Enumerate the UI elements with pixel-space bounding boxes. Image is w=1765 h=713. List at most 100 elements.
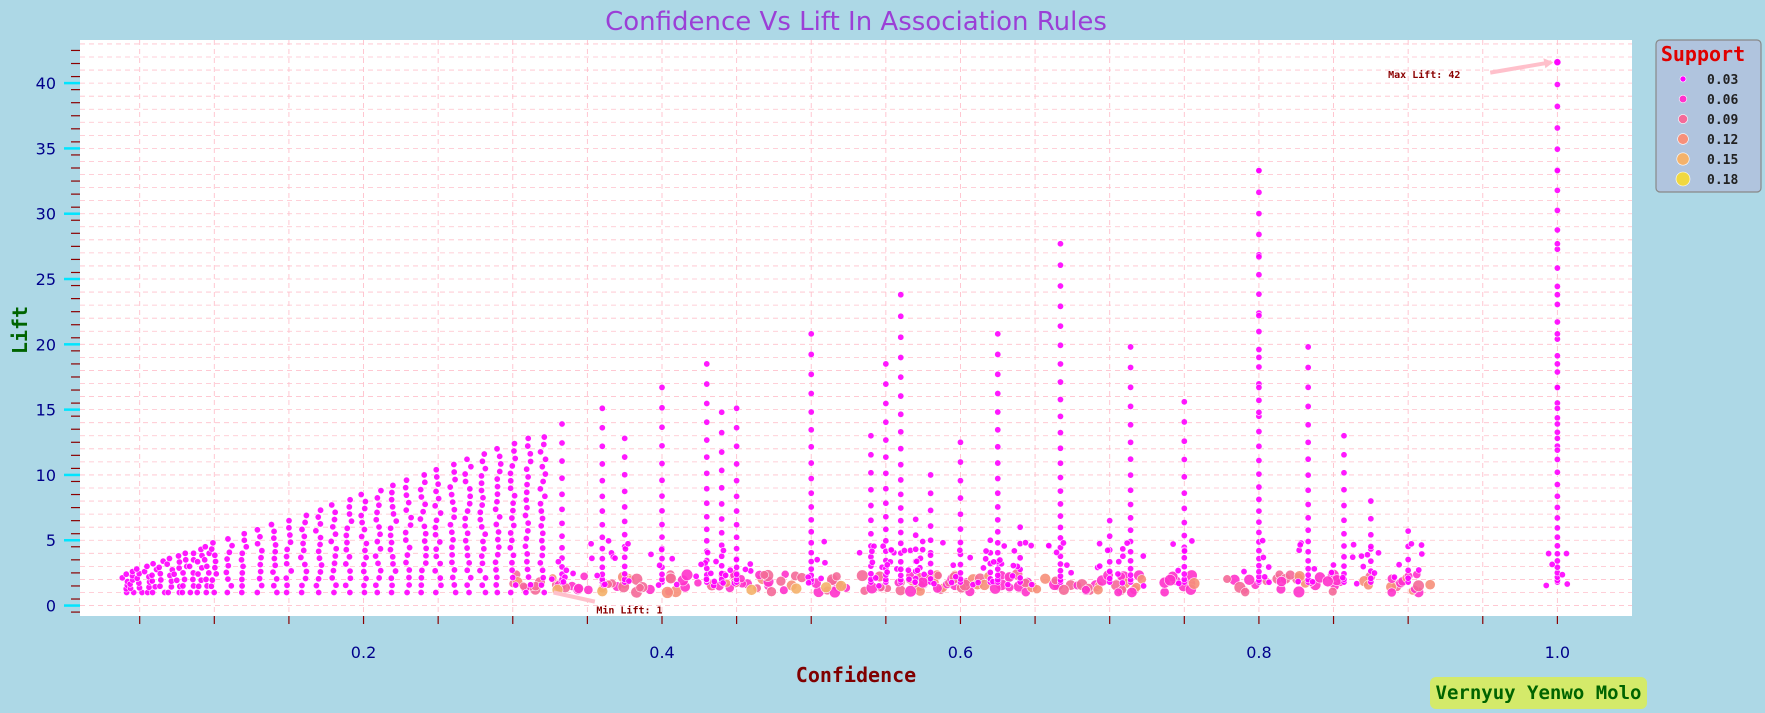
data-point bbox=[539, 574, 547, 582]
data-point bbox=[820, 538, 828, 546]
data-point bbox=[807, 459, 815, 467]
data-point bbox=[361, 547, 369, 555]
data-point bbox=[673, 581, 681, 589]
data-point bbox=[450, 506, 458, 514]
data-point bbox=[658, 555, 666, 563]
data-point bbox=[297, 553, 305, 561]
data-point bbox=[1255, 363, 1263, 371]
data-point bbox=[1553, 481, 1561, 489]
data-point bbox=[1304, 526, 1312, 534]
data-point bbox=[1180, 563, 1188, 571]
data-point bbox=[703, 469, 711, 477]
y-tick-label: 5 bbox=[46, 531, 56, 550]
data-point bbox=[1340, 502, 1348, 510]
data-point bbox=[524, 442, 532, 450]
data-point bbox=[285, 517, 293, 525]
data-point bbox=[956, 458, 964, 466]
data-point bbox=[956, 546, 964, 554]
data-point bbox=[1404, 566, 1412, 574]
data-point bbox=[1304, 500, 1312, 508]
data-point bbox=[598, 545, 606, 553]
data-point bbox=[373, 588, 381, 596]
data-point bbox=[883, 568, 891, 576]
data-point bbox=[927, 506, 935, 514]
data-point bbox=[1329, 561, 1337, 569]
data-point bbox=[377, 567, 385, 575]
data-point bbox=[420, 522, 428, 530]
data-point bbox=[432, 545, 440, 553]
data-point bbox=[541, 470, 549, 478]
legend-marker bbox=[1676, 152, 1690, 166]
data-point bbox=[558, 474, 566, 482]
data-point bbox=[882, 436, 890, 444]
data-point bbox=[421, 478, 429, 486]
data-point bbox=[433, 516, 441, 524]
data-point bbox=[722, 571, 730, 579]
data-point bbox=[1188, 537, 1196, 545]
data-point bbox=[421, 500, 429, 508]
data-point bbox=[759, 570, 769, 580]
data-point bbox=[361, 498, 369, 506]
data-point bbox=[658, 521, 666, 529]
data-point bbox=[718, 408, 726, 416]
data-point bbox=[1180, 547, 1188, 555]
data-point bbox=[509, 499, 517, 507]
data-point bbox=[933, 571, 943, 580]
data-point bbox=[1553, 81, 1561, 89]
data-point bbox=[1304, 538, 1312, 546]
data-point bbox=[522, 535, 530, 543]
data-point bbox=[253, 526, 261, 534]
data-point bbox=[466, 500, 474, 508]
data-point bbox=[449, 498, 457, 506]
data-point bbox=[707, 569, 715, 577]
data-point bbox=[186, 562, 194, 570]
data-point bbox=[807, 503, 815, 511]
data-point bbox=[1180, 554, 1188, 562]
y-tick-label: 40 bbox=[36, 74, 56, 93]
data-point bbox=[927, 489, 935, 497]
data-point bbox=[718, 562, 726, 570]
data-point bbox=[328, 574, 336, 582]
data-point bbox=[1304, 438, 1312, 446]
data-point bbox=[1553, 414, 1561, 422]
data-point bbox=[1259, 537, 1267, 545]
data-point bbox=[733, 545, 741, 553]
data-point bbox=[464, 529, 472, 537]
data-point bbox=[1096, 562, 1104, 570]
data-point bbox=[658, 570, 666, 578]
data-point bbox=[598, 492, 606, 500]
data-point bbox=[1009, 562, 1017, 570]
data-point bbox=[1255, 230, 1263, 238]
data-point bbox=[375, 574, 383, 582]
data-point bbox=[389, 553, 397, 561]
data-point bbox=[1056, 512, 1064, 520]
data-point bbox=[1412, 579, 1425, 592]
data-point bbox=[448, 558, 456, 566]
data-point bbox=[1553, 420, 1561, 428]
data-point bbox=[702, 575, 710, 583]
data-point bbox=[510, 447, 518, 455]
data-point bbox=[1115, 558, 1123, 566]
data-point bbox=[282, 574, 290, 582]
data-point bbox=[658, 460, 666, 468]
data-point bbox=[406, 544, 414, 552]
data-point bbox=[1127, 402, 1135, 410]
data-point bbox=[807, 408, 815, 416]
author-badge: Vernyuy Yenwo Molo bbox=[1430, 677, 1647, 709]
data-point bbox=[718, 515, 726, 523]
data-point bbox=[919, 537, 927, 545]
data-point bbox=[856, 569, 869, 582]
data-point bbox=[387, 524, 395, 532]
data-point bbox=[436, 574, 444, 582]
data-point bbox=[477, 472, 485, 480]
data-point bbox=[887, 546, 895, 554]
data-point bbox=[703, 537, 711, 545]
data-point bbox=[537, 507, 545, 515]
data-point bbox=[1304, 557, 1312, 565]
data-point bbox=[718, 500, 726, 508]
data-point bbox=[927, 560, 935, 568]
data-point bbox=[1545, 550, 1553, 558]
data-point bbox=[994, 390, 1002, 398]
data-point bbox=[1265, 578, 1273, 586]
data-point bbox=[1056, 500, 1064, 508]
